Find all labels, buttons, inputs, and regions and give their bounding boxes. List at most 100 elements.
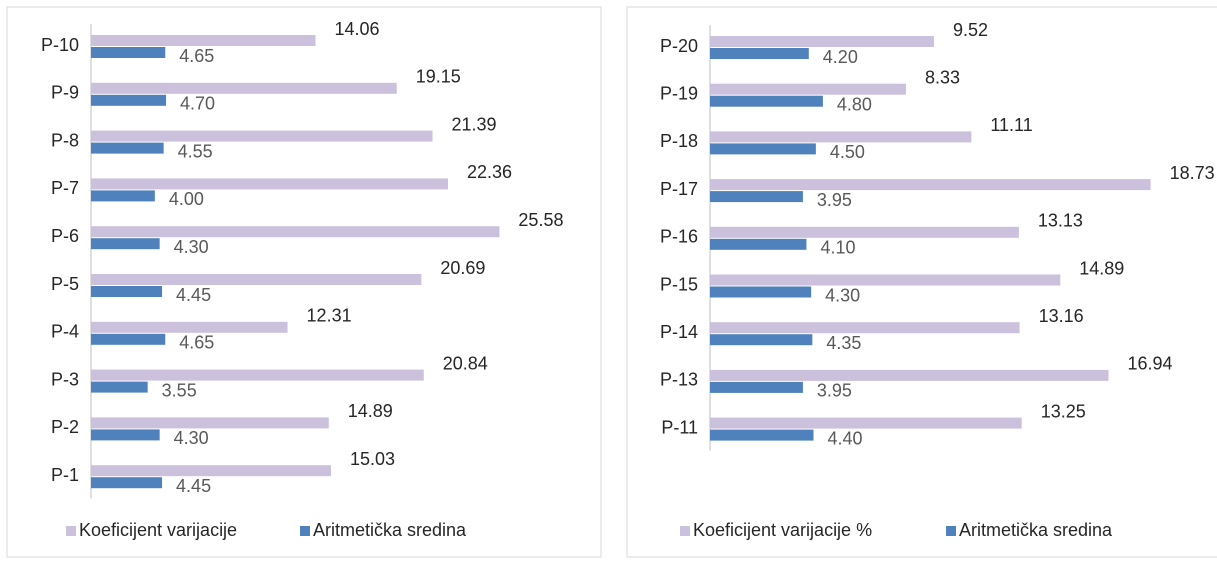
- data-label: 18.73: [1170, 163, 1215, 183]
- legend-swatch: [300, 526, 310, 536]
- bar: [91, 286, 163, 297]
- data-label: 4.00: [169, 189, 204, 209]
- bar: [91, 477, 163, 489]
- y-tick-label: P-6: [51, 226, 79, 246]
- y-tick-label: P-16: [660, 227, 698, 247]
- data-label: 21.39: [452, 114, 497, 134]
- data-label: 4.70: [180, 94, 215, 114]
- bar: [710, 369, 1109, 381]
- panel-border: [626, 6, 1217, 558]
- data-label: 3.95: [817, 381, 852, 401]
- bar: [91, 226, 500, 238]
- legend-label: Koeficijent varijacije %: [693, 520, 872, 540]
- data-label: 11.11: [990, 115, 1032, 135]
- data-label: 4.40: [828, 428, 863, 448]
- data-label: 3.55: [162, 380, 197, 400]
- data-label: 13.16: [1039, 306, 1084, 326]
- data-label: 4.35: [826, 333, 861, 353]
- data-label: 25.58: [518, 210, 563, 230]
- y-tick-label: P-9: [51, 83, 79, 103]
- y-tick-label: P-2: [51, 417, 79, 437]
- bar: [91, 142, 164, 154]
- bar: [91, 429, 160, 441]
- legend-label: Aritmetička sredina: [313, 520, 467, 540]
- bar: [91, 333, 166, 345]
- bar: [710, 274, 1061, 286]
- data-label: 8.33: [925, 67, 960, 87]
- y-tick-label: P-7: [51, 178, 79, 198]
- bar: [710, 95, 823, 107]
- data-label: 20.84: [443, 353, 488, 373]
- bar: [710, 191, 803, 203]
- bar: [91, 178, 449, 190]
- legend-label: Koeficijent varijacije: [79, 520, 237, 540]
- legend-swatch: [680, 526, 690, 536]
- data-label: 4.20: [823, 47, 858, 67]
- data-label: 14.89: [1079, 258, 1124, 278]
- y-tick-label: P-18: [660, 131, 698, 151]
- bar: [710, 83, 906, 95]
- data-label: 14.89: [348, 401, 393, 421]
- bar: [710, 48, 809, 59]
- legend-swatch: [946, 526, 956, 536]
- y-tick-label: P-20: [660, 36, 698, 56]
- bar: [91, 238, 160, 250]
- bar: [91, 381, 148, 393]
- data-label: 4.65: [179, 333, 214, 353]
- bar: [710, 286, 812, 298]
- bar: [91, 274, 422, 285]
- data-label: 4.30: [174, 237, 209, 257]
- data-label: 4.50: [830, 142, 865, 162]
- panel-border: [6, 6, 602, 558]
- bar: [91, 321, 288, 333]
- bar: [710, 429, 814, 441]
- bar: [710, 131, 972, 143]
- data-label: 20.69: [440, 258, 485, 278]
- y-tick-label: P-19: [660, 83, 698, 103]
- bar: [91, 82, 397, 94]
- y-tick-label: P-15: [660, 274, 698, 294]
- bar: [710, 36, 934, 47]
- bar: [710, 381, 803, 393]
- y-tick-label: P-17: [660, 179, 698, 199]
- data-label: 14.06: [334, 19, 379, 39]
- bar: [91, 465, 331, 477]
- data-label: 15.03: [350, 449, 395, 469]
- data-label: 4.10: [820, 238, 855, 258]
- y-tick-label: P-3: [51, 369, 79, 389]
- bar: [91, 35, 316, 46]
- data-label: 4.80: [837, 94, 872, 114]
- y-tick-label: P-10: [41, 35, 79, 55]
- data-label: 13.13: [1038, 211, 1083, 231]
- data-label: 13.25: [1041, 401, 1086, 421]
- bar: [710, 238, 807, 250]
- data-label: 4.45: [176, 285, 211, 305]
- data-label: 3.95: [817, 190, 852, 210]
- data-label: 9.52: [953, 20, 988, 40]
- bar: [91, 417, 329, 429]
- bar: [91, 130, 433, 142]
- bar: [91, 369, 424, 381]
- data-label: 4.30: [174, 428, 209, 448]
- bar: [91, 94, 167, 106]
- bar: [710, 226, 1019, 238]
- data-label: 19.15: [416, 67, 461, 87]
- bar: [91, 47, 166, 58]
- bar: [710, 417, 1022, 429]
- bar: [710, 143, 816, 155]
- y-tick-label: P-13: [660, 370, 698, 390]
- data-label: 16.94: [1127, 354, 1172, 374]
- data-label: 4.30: [825, 285, 860, 305]
- bar: [710, 334, 813, 346]
- y-tick-label: P-8: [51, 130, 79, 150]
- data-label: 4.55: [178, 141, 213, 161]
- legend-swatch: [66, 526, 76, 536]
- bar: [710, 322, 1020, 334]
- legend-label: Aritmetička sredina: [959, 520, 1113, 540]
- y-tick-label: P-5: [51, 274, 79, 294]
- bar: [91, 190, 155, 202]
- y-tick-label: P-4: [51, 322, 79, 342]
- y-tick-label: P-11: [661, 417, 698, 437]
